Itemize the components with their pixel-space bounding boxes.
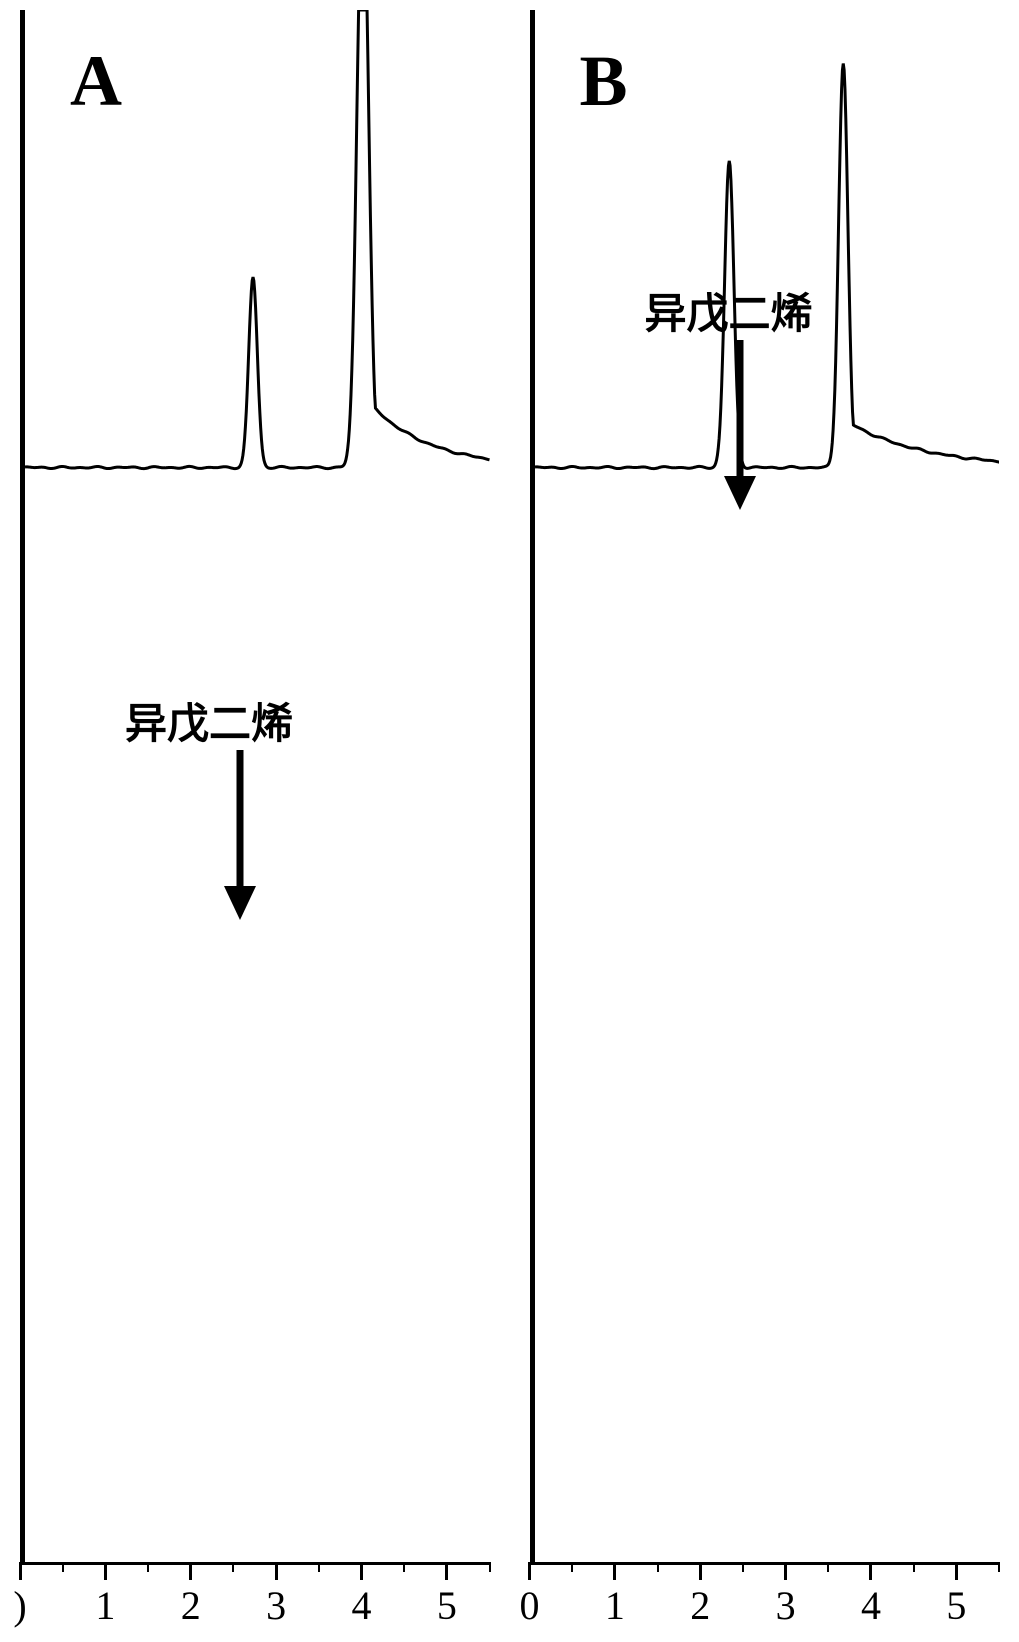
tick-minor [571, 1562, 573, 1572]
tick-major [275, 1562, 278, 1580]
tick-label: 1 [605, 1582, 625, 1629]
tick-major [19, 1562, 22, 1580]
tick-minor [62, 1562, 64, 1572]
tick-label: 1 [95, 1582, 115, 1629]
tick-major [869, 1562, 872, 1580]
tick-major [528, 1562, 531, 1580]
tick-major [360, 1562, 363, 1580]
tick-major [104, 1562, 107, 1580]
tick-label: 2 [690, 1582, 710, 1629]
tick-minor [318, 1562, 320, 1572]
tick-major [699, 1562, 702, 1580]
tick-major [189, 1562, 192, 1580]
x-axis-b: 012345 [530, 1562, 1000, 1602]
tick-minor [403, 1562, 405, 1572]
arrow-a [220, 750, 260, 920]
tick-label: 4 [861, 1582, 881, 1629]
plot-area-b: B 异戊二烯 [530, 10, 1000, 1562]
panel-label-b: B [580, 40, 628, 123]
panels-container: A 异戊二烯 )12345 B 异戊二烯 012345 [0, 0, 1019, 1642]
panel-a: A 异戊二烯 )12345 [0, 0, 510, 1642]
peak-label-b: 异戊二烯 [645, 280, 813, 341]
tick-minor [998, 1562, 1000, 1572]
tick-label: 4 [351, 1582, 371, 1629]
tick-label: 3 [776, 1582, 796, 1629]
tick-minor [827, 1562, 829, 1572]
tick-minor [232, 1562, 234, 1572]
peak-label-a: 异戊二烯 [125, 690, 293, 751]
tick-minor [147, 1562, 149, 1572]
panel-b: B 异戊二烯 012345 [510, 0, 1019, 1642]
tick-label: 3 [266, 1582, 286, 1629]
arrow-b [720, 340, 760, 510]
tick-minor [913, 1562, 915, 1572]
tick-major [784, 1562, 787, 1580]
tick-major [613, 1562, 616, 1580]
tick-label: 5 [946, 1582, 966, 1629]
tick-label: 5 [437, 1582, 457, 1629]
panel-label-a: A [70, 40, 122, 123]
plot-area-a: A 异戊二烯 [20, 10, 490, 1562]
axis-line-b [530, 1562, 1000, 1565]
tick-major [955, 1562, 958, 1580]
tick-minor [657, 1562, 659, 1572]
axis-line-a [20, 1562, 490, 1565]
tick-major [445, 1562, 448, 1580]
tick-minor [742, 1562, 744, 1572]
x-axis-a: )12345 [20, 1562, 490, 1602]
tick-minor [489, 1562, 491, 1572]
tick-label: 0 [520, 1582, 540, 1629]
tick-label: 2 [181, 1582, 201, 1629]
tick-label: ) [13, 1582, 26, 1629]
